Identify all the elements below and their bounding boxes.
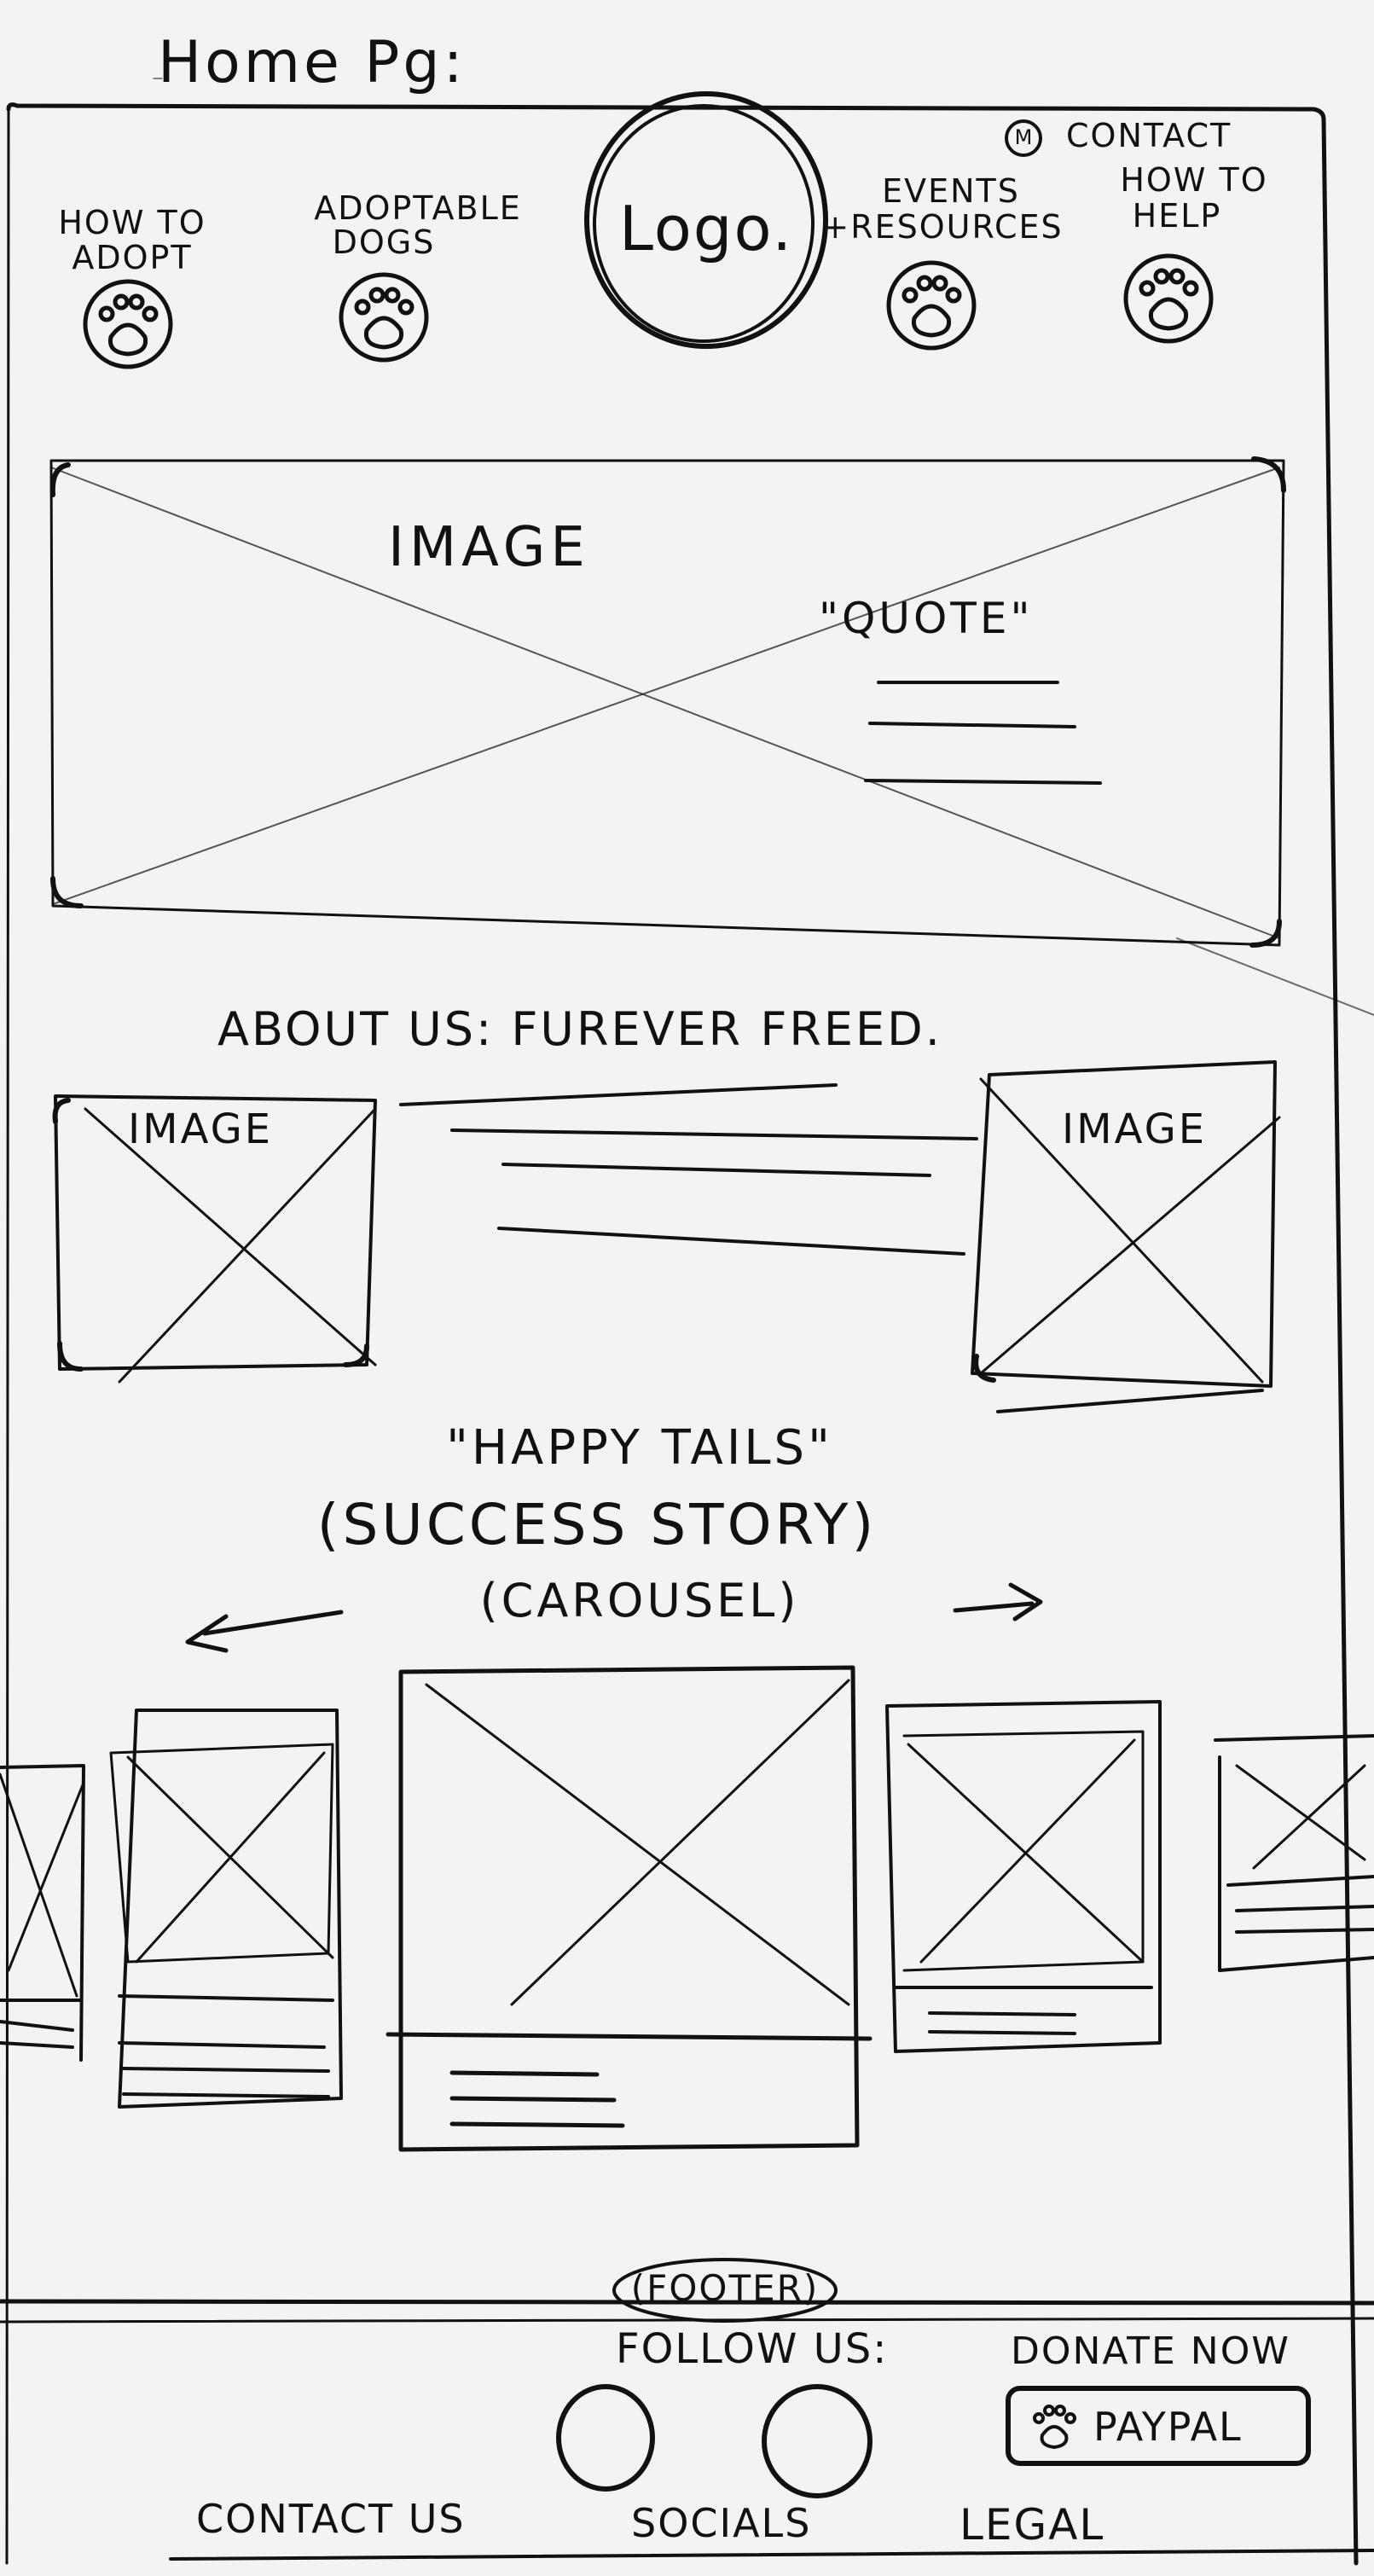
hero-quote-label: "Quote": [819, 594, 1034, 643]
paw-icon: [1139, 268, 1199, 331]
logo-circle: [584, 91, 828, 349]
nav-item-label: +Resources: [821, 208, 1064, 246]
about-right-image-placeholder: [971, 1060, 1281, 1413]
nav-item-how-to-help-circle: [1123, 253, 1214, 344]
footer-contact-us-link[interactable]: Contact us: [196, 2496, 466, 2542]
about-text-lines: [399, 1083, 978, 1256]
footer-socials-link[interactable]: Socials: [631, 2500, 812, 2546]
social-icon-1: [556, 2384, 655, 2492]
page-frame-left: [5, 107, 10, 2565]
contact-icon[interactable]: M: [1014, 125, 1033, 149]
donate-now-label: Donate Now: [1011, 2329, 1290, 2373]
footer-bottom-line: [169, 2549, 1374, 2561]
logo-circle-inner: [593, 104, 815, 343]
footer-label: (Footer): [630, 2267, 820, 2309]
contact-link[interactable]: Contact: [1066, 117, 1232, 154]
carousel-label: (Carousel): [479, 1574, 800, 1627]
page-title: Home Pg:: [158, 29, 467, 96]
paw-icon: [98, 293, 159, 357]
about-heading: About us: Furever Freed.: [217, 1002, 942, 1056]
hero-image-label: Image: [388, 516, 590, 579]
page-frame: [6, 102, 1359, 2566]
carousel-prev-arrow: [185, 1610, 344, 1653]
contact-icon-circle: [1005, 119, 1042, 157]
nav-item-label: How to: [58, 204, 206, 241]
paw-icon: [902, 275, 962, 338]
nav-item-label: How to: [1120, 161, 1268, 199]
carousel-next-arrow: [953, 1582, 1043, 1622]
about-right-image-label: Image: [1062, 1105, 1208, 1153]
nav-item-how-to-adopt-circle: [83, 279, 173, 369]
success-subtitle: (Success Story): [316, 1492, 878, 1558]
hero-image-placeholder: [49, 456, 1374, 1016]
nav-item-label: Events: [882, 172, 1020, 210]
paw-icon: [354, 287, 415, 350]
carousel-card-right: [885, 1700, 1162, 2053]
about-left-image-placeholder: [52, 1094, 377, 1384]
footer-legal-link[interactable]: Legal: [959, 2500, 1105, 2550]
carousel-next-button[interactable]: [947, 1578, 1049, 1629]
paypal-button-frame: [1006, 2386, 1311, 2466]
nav-item-label: Dogs: [332, 223, 436, 261]
carousel-card-far-right: [1214, 1734, 1374, 1972]
footer-label-oval: [612, 2258, 838, 2323]
nav-item-adoptable-dogs-circle: [339, 272, 429, 363]
paypal-button[interactable]: PayPal: [1008, 2388, 1308, 2463]
social-link-2[interactable]: [764, 2387, 870, 2496]
paypal-paw-icon: [1033, 2405, 1076, 2449]
about-left-image-label: Image: [128, 1105, 274, 1153]
nav-item-label: Help: [1132, 197, 1222, 235]
carousel-card-center: [386, 1665, 873, 2152]
nav-item-label: Adopt: [72, 239, 193, 276]
nav-item-label: Adoptable: [314, 189, 522, 227]
nav-item-events-circle: [886, 260, 977, 351]
carousel-card-left: [109, 1709, 343, 2109]
carousel-card-far-left: [0, 1764, 85, 2062]
success-title: "Happy Tails": [446, 1420, 833, 1476]
social-link-1[interactable]: [559, 2387, 652, 2489]
carousel-prev-button[interactable]: [179, 1587, 350, 1655]
paypal-label: PayPal: [1093, 2404, 1243, 2450]
social-icon-2: [762, 2384, 873, 2498]
footer-divider: [0, 2299, 1374, 2306]
quote-text-lines: [864, 681, 1102, 785]
logo-text[interactable]: Logo.: [618, 193, 794, 264]
follow-us-label: Follow us:: [616, 2325, 889, 2373]
